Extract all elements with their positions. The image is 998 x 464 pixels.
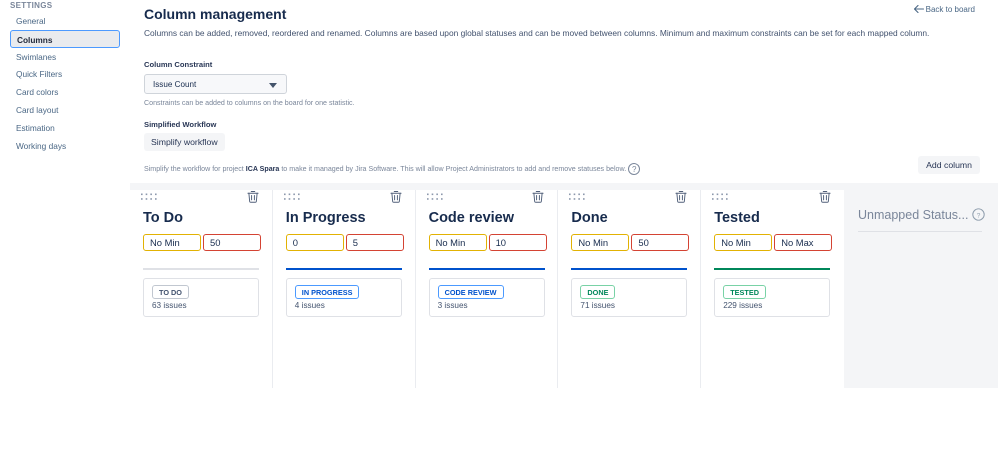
svg-text:?: ? xyxy=(977,212,981,219)
